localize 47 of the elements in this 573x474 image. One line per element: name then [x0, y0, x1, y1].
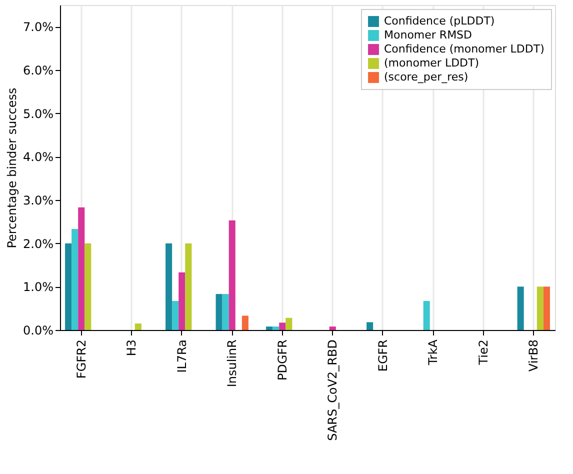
y-tick-label: 0.0% [23, 324, 54, 338]
bar [65, 243, 72, 330]
bar [242, 316, 248, 330]
legend-label: Monomer RMSD [384, 28, 472, 42]
bar [134, 324, 142, 330]
bar [228, 220, 236, 330]
bar [543, 286, 550, 330]
bar [536, 286, 544, 330]
x-tick-label: InsulinR [225, 340, 240, 388]
bar [78, 207, 85, 330]
bar [84, 243, 92, 330]
bar [185, 243, 192, 330]
bar [266, 326, 273, 330]
y-tick-label: 5.0% [23, 106, 54, 121]
x-tick-label: EGFR [376, 340, 390, 372]
x-tick-label: PDGFR [275, 340, 290, 381]
legend-label: Confidence (monomer LDDT) [384, 42, 544, 56]
bar [72, 229, 78, 330]
legend-label: (score_per_res) [384, 70, 468, 84]
x-tick-label: TrkA [426, 338, 440, 366]
x-tick-label: FGFR2 [74, 340, 88, 379]
y-tick-label: 4.0% [23, 150, 54, 164]
bar [222, 294, 229, 330]
y-axis-title: Percentage binder success [5, 88, 20, 248]
x-tick-label: Tie2 [476, 340, 490, 366]
bar [216, 294, 222, 330]
bar [366, 322, 374, 330]
bar [279, 322, 286, 330]
y-tick-label: 6.0% [23, 64, 54, 78]
bar [329, 326, 336, 330]
bar [166, 243, 172, 330]
bar [286, 318, 292, 330]
bar [172, 300, 179, 330]
bar [272, 326, 280, 330]
y-tick-label: 1.0% [23, 280, 54, 294]
legend-label: (monomer LDDT) [384, 56, 480, 70]
x-tick-label: IL7Ra [174, 340, 189, 373]
y-tick-label: 2.0% [23, 236, 54, 251]
legend-label: Confidence (pLDDT) [384, 14, 495, 28]
x-tick-label: SARS_CoV2_RBD [326, 340, 340, 441]
bar [423, 300, 430, 330]
bar [178, 272, 186, 330]
x-tick-label: H3 [124, 340, 139, 356]
y-tick-label: 3.0% [23, 194, 54, 208]
x-tick-label: VirB8 [526, 340, 541, 372]
y-tick-label: 7.0% [23, 20, 54, 34]
bar [517, 286, 524, 330]
